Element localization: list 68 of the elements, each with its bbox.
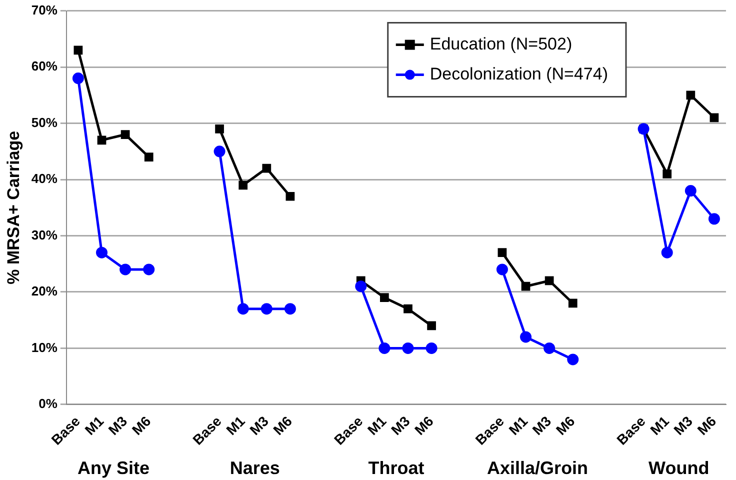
x-tick-label: M3 [529,412,554,438]
x-tick-label: M6 [270,412,296,438]
point [710,113,719,122]
text: Any Site [78,458,150,478]
y-tick-label: 10% [31,340,58,355]
point [286,192,295,201]
point [708,213,720,225]
x-tick-label: M3 [670,412,696,438]
point [120,130,130,139]
x-tick-label: M3 [388,412,413,438]
point [262,164,272,173]
point [544,342,556,354]
point [496,264,508,276]
y-tick-label: 0% [38,396,58,412]
x-tick-label: M6 [552,412,578,438]
point [544,276,554,286]
x-tick-label: M1 [222,412,248,438]
x-tick-label: M6 [128,412,154,438]
point [684,185,696,197]
y-tick-label: 40% [31,171,58,186]
point [215,124,224,134]
point [378,342,390,354]
y-tick-label: 70% [31,2,58,18]
point [355,280,367,292]
point [520,331,532,343]
point [143,264,155,276]
point [686,90,696,100]
y-tick-label: 50% [31,114,58,130]
y-tick-label: 20% [31,284,58,299]
legend-label: Education (N=502) [430,34,572,54]
point [144,152,154,162]
y-tick-label: 30% [31,227,58,242]
text: Axilla/Groin [487,458,588,478]
point [260,303,272,315]
point [404,304,412,314]
point [427,321,436,330]
point [120,264,132,276]
point [498,248,507,258]
y-tick-label: 60% [31,58,58,74]
x-tick-label: M6 [694,412,720,438]
point [97,136,106,145]
legend-label: Decolonization (N=474) [430,64,608,84]
point [284,303,296,315]
point [214,146,226,158]
x-tick-label: M3 [246,412,272,438]
point [402,342,414,354]
point [380,293,389,302]
y-axis-title: % MRSA+ Carriage [4,130,23,284]
x-tick-label: M1 [82,412,107,438]
point [426,342,438,354]
point [567,354,579,366]
x-tick-label: M1 [506,412,531,438]
x-tick-label: M1 [364,412,390,438]
point [661,246,673,258]
x-tick-label: M6 [411,412,437,438]
text: Nares [230,458,280,478]
point [72,72,84,84]
x-tick-label: M3 [105,412,130,438]
text: Throat [368,458,424,478]
point [238,180,248,190]
point [568,298,578,308]
point [237,303,249,315]
point [74,46,83,55]
point [662,169,672,178]
point [96,246,108,258]
point [521,282,530,291]
text: Wound [648,458,710,478]
x-tick-label: M1 [646,412,672,438]
